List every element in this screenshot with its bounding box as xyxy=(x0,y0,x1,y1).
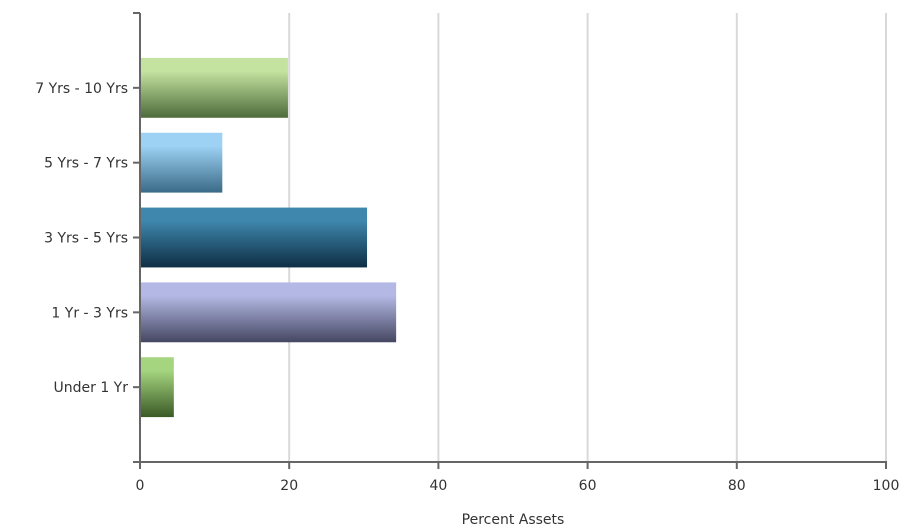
y-tick-label-1: 5 Yrs - 7 Yrs xyxy=(44,156,128,172)
axes: 7 Yrs - 10 Yrs 5 Yrs - 7 Yrs 3 Yrs - 5 Yrs… xyxy=(35,12,900,494)
x-tick-label-3: 60 xyxy=(579,478,597,494)
bars xyxy=(141,57,397,418)
x-tick-label-4: 80 xyxy=(728,478,746,494)
bar-2 xyxy=(141,207,368,268)
bar-0 xyxy=(141,57,288,118)
gridlines xyxy=(288,13,887,462)
x-tick-label-5: 100 xyxy=(873,478,900,494)
y-tick-label-4: Under 1 Yr xyxy=(54,380,129,396)
bar-3 xyxy=(141,282,397,343)
x-tick-label-0: 0 xyxy=(136,478,145,494)
y-tick-label-3: 1 Yr - 3 Yrs xyxy=(51,305,128,321)
y-tick-label-2: 3 Yrs - 5 Yrs xyxy=(44,231,128,247)
x-tick-label-2: 40 xyxy=(429,478,447,494)
x-axis-title: Percent Assets xyxy=(462,512,565,528)
bar-1 xyxy=(141,132,223,193)
bar-4 xyxy=(141,357,174,418)
x-tick-label-1: 20 xyxy=(280,478,298,494)
y-tick-label-0: 7 Yrs - 10 Yrs xyxy=(35,81,128,97)
